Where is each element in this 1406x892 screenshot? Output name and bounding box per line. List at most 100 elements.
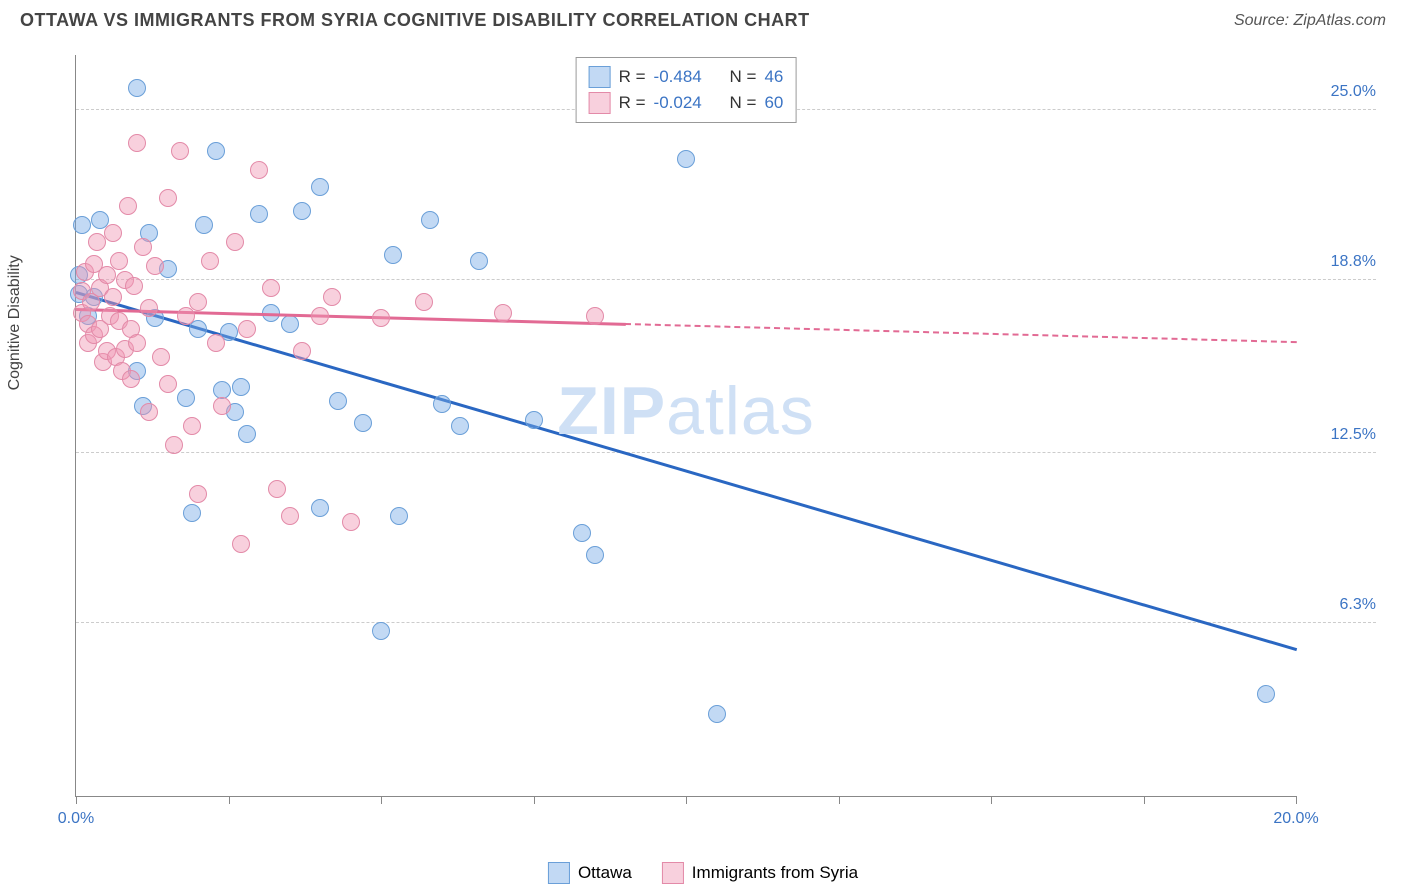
trend-line-extrapolated: [625, 323, 1297, 343]
data-point: [159, 189, 177, 207]
x-tick: [839, 796, 840, 804]
chart-title: OTTAWA VS IMMIGRANTS FROM SYRIA COGNITIV…: [20, 10, 810, 31]
data-point: [189, 320, 207, 338]
legend-item: Ottawa: [548, 862, 632, 884]
data-point: [134, 238, 152, 256]
watermark: ZIPatlas: [557, 372, 814, 450]
data-point: [451, 417, 469, 435]
legend-row: R =-0.024N =60: [589, 90, 784, 116]
data-point: [390, 507, 408, 525]
data-point: [268, 480, 286, 498]
data-point: [525, 411, 543, 429]
data-point: [73, 216, 91, 234]
data-point: [311, 499, 329, 517]
data-point: [232, 378, 250, 396]
x-tick: [1144, 796, 1145, 804]
x-tick: [1296, 796, 1297, 804]
data-point: [195, 216, 213, 234]
x-tick: [229, 796, 230, 804]
data-point: [384, 246, 402, 264]
data-point: [207, 334, 225, 352]
data-point: [372, 309, 390, 327]
trend-line: [76, 291, 1298, 651]
legend-n-value: 46: [764, 67, 783, 87]
y-tick-label: 25.0%: [1306, 83, 1376, 101]
data-point: [104, 224, 122, 242]
data-point: [232, 535, 250, 553]
data-point: [433, 395, 451, 413]
data-point: [311, 178, 329, 196]
data-point: [238, 320, 256, 338]
legend-n-label: N =: [730, 67, 757, 87]
x-tick-label: 20.0%: [1273, 810, 1318, 828]
legend-r-label: R =: [619, 67, 646, 87]
data-point: [122, 370, 140, 388]
chart-container: Cognitive Disability ZIPatlas R =-0.484N…: [20, 45, 1386, 852]
plot-area: ZIPatlas R =-0.484N =46R =-0.024N =60 6.…: [75, 55, 1296, 797]
data-point: [104, 288, 122, 306]
data-point: [708, 705, 726, 723]
data-point: [146, 257, 164, 275]
x-tick: [381, 796, 382, 804]
data-point: [470, 252, 488, 270]
data-point: [281, 507, 299, 525]
y-tick-label: 12.5%: [1306, 426, 1376, 444]
data-point: [183, 417, 201, 435]
data-point: [586, 546, 604, 564]
x-tick: [991, 796, 992, 804]
y-tick-label: 6.3%: [1306, 596, 1376, 614]
data-point: [226, 233, 244, 251]
legend-row: R = -0.484 N = 46: [589, 64, 784, 90]
y-tick-label: 18.8%: [1306, 253, 1376, 271]
data-point: [189, 485, 207, 503]
data-point: [293, 342, 311, 360]
data-point: [238, 425, 256, 443]
data-point: [171, 142, 189, 160]
watermark-light: atlas: [666, 373, 815, 449]
data-point: [140, 299, 158, 317]
data-point: [323, 288, 341, 306]
data-point: [125, 277, 143, 295]
data-point: [494, 304, 512, 322]
gridline: [76, 622, 1376, 623]
gridline: [76, 452, 1376, 453]
legend-r-value: -0.484: [654, 67, 714, 87]
legend-series-name: Ottawa: [578, 863, 632, 883]
legend-item: Immigrants from Syria: [662, 862, 858, 884]
legend-swatch: [662, 862, 684, 884]
data-point: [311, 307, 329, 325]
data-point: [342, 513, 360, 531]
legend-n-label: N =: [730, 93, 757, 113]
data-point: [421, 211, 439, 229]
data-point: [183, 504, 201, 522]
legend-swatch: [589, 92, 611, 114]
data-point: [677, 150, 695, 168]
data-point: [110, 252, 128, 270]
correlation-legend: R =-0.484N =46R =-0.024N =60: [576, 57, 797, 123]
source-attribution: Source: ZipAtlas.com: [1234, 12, 1386, 30]
data-point: [329, 392, 347, 410]
legend-series-name: Immigrants from Syria: [692, 863, 858, 883]
data-point: [140, 403, 158, 421]
x-tick: [534, 796, 535, 804]
y-axis-label: Cognitive Disability: [6, 255, 24, 390]
legend-n-value: 60: [764, 93, 783, 113]
x-tick: [686, 796, 687, 804]
x-tick-label: 0.0%: [58, 810, 94, 828]
data-point: [128, 134, 146, 152]
data-point: [201, 252, 219, 270]
data-point: [119, 197, 137, 215]
data-point: [262, 279, 280, 297]
data-point: [152, 348, 170, 366]
data-point: [586, 307, 604, 325]
data-point: [573, 524, 591, 542]
data-point: [250, 205, 268, 223]
data-point: [372, 622, 390, 640]
legend-r-label: R =: [619, 93, 646, 113]
legend-swatch: [548, 862, 570, 884]
data-point: [165, 436, 183, 454]
series-legend: Ottawa Immigrants from Syria: [548, 862, 858, 884]
data-point: [213, 381, 231, 399]
data-point: [293, 202, 311, 220]
data-point: [207, 142, 225, 160]
